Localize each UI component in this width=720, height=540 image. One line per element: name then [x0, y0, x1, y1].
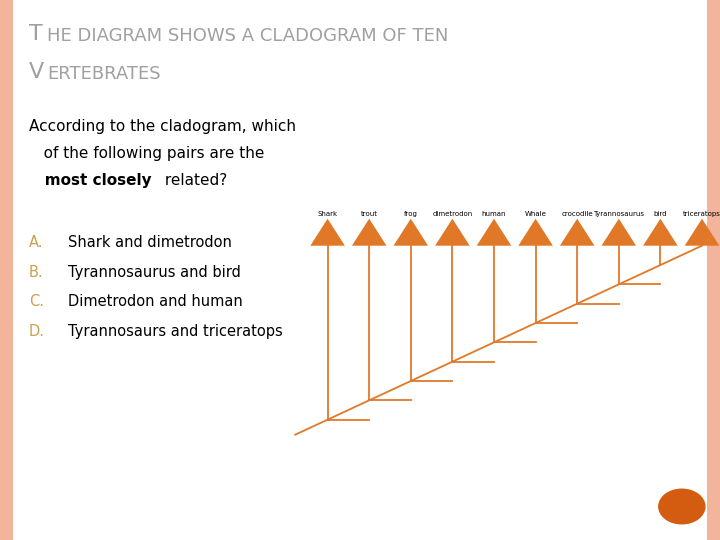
Text: frog: frog — [404, 211, 418, 217]
Text: C.: C. — [29, 294, 44, 309]
Circle shape — [659, 489, 705, 524]
Text: B.: B. — [29, 265, 43, 280]
Polygon shape — [518, 219, 553, 246]
Text: bird: bird — [654, 211, 667, 217]
Text: Tyrannosaurus: Tyrannosaurus — [593, 211, 644, 217]
Polygon shape — [560, 219, 595, 246]
Polygon shape — [352, 219, 387, 246]
Text: Shark: Shark — [318, 211, 338, 217]
Text: A.: A. — [29, 235, 43, 250]
FancyBboxPatch shape — [707, 0, 720, 540]
Text: Whale: Whale — [525, 211, 546, 217]
Text: V: V — [29, 62, 44, 82]
Text: triceratops: triceratops — [683, 211, 720, 217]
Text: D.: D. — [29, 324, 45, 339]
Polygon shape — [310, 219, 345, 246]
Text: crocodile: crocodile — [562, 211, 593, 217]
Text: Shark and dimetrodon: Shark and dimetrodon — [68, 235, 233, 250]
Text: human: human — [482, 211, 506, 217]
Polygon shape — [643, 219, 678, 246]
Text: HE DIAGRAM SHOWS A CLADOGRAM OF TEN: HE DIAGRAM SHOWS A CLADOGRAM OF TEN — [47, 27, 448, 45]
Text: ERTEBRATES: ERTEBRATES — [47, 65, 161, 83]
Text: Dimetrodon and human: Dimetrodon and human — [68, 294, 243, 309]
Text: dimetrodon: dimetrodon — [432, 211, 472, 217]
Text: Tyrannosaurs and triceratops: Tyrannosaurs and triceratops — [68, 324, 283, 339]
Text: trout: trout — [361, 211, 378, 217]
Text: Tyrannosaurus and bird: Tyrannosaurus and bird — [68, 265, 241, 280]
Polygon shape — [477, 219, 511, 246]
FancyBboxPatch shape — [0, 0, 13, 540]
Polygon shape — [435, 219, 469, 246]
Text: of the following pairs are the: of the following pairs are the — [29, 146, 264, 161]
Polygon shape — [685, 219, 719, 246]
Text: T: T — [29, 24, 42, 44]
Text: related?: related? — [160, 173, 227, 188]
Text: most closely: most closely — [29, 173, 151, 188]
Polygon shape — [394, 219, 428, 246]
Polygon shape — [601, 219, 636, 246]
Text: According to the cladogram, which: According to the cladogram, which — [29, 119, 296, 134]
